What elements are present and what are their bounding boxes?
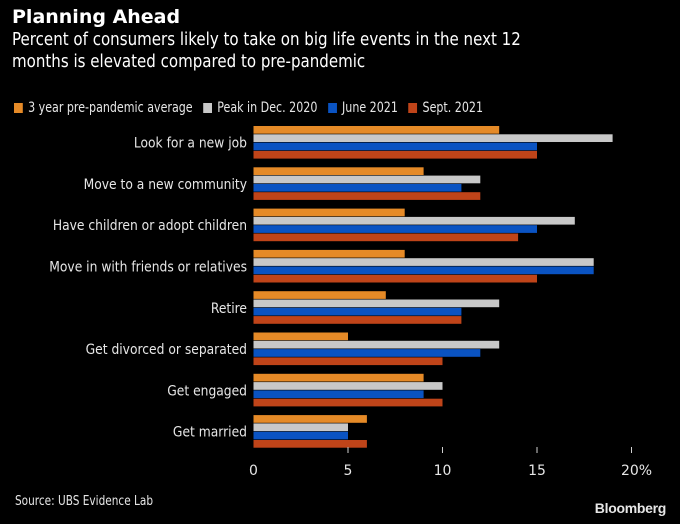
bar-sept-2021 <box>253 398 443 407</box>
legend-label: Sept. 2021 <box>422 100 484 116</box>
bar-3-year-pre-pandemic-average <box>253 167 424 175</box>
category-label: Move to a new community <box>84 177 248 193</box>
bar-group-retire <box>253 291 500 324</box>
bar-group-look-for-a-new-job <box>253 126 613 159</box>
bar-peak-in-dec-2020 <box>253 423 348 432</box>
source-note: Source: UBS Evidence Lab <box>15 494 154 509</box>
legend-item-pre-pandemic: 3 year pre-pandemic average <box>14 100 193 116</box>
bar-3-year-pre-pandemic-average <box>253 291 386 299</box>
bar-group-have-children-or-adopt-children <box>253 208 575 242</box>
legend-label: 3 year pre-pandemic average <box>28 100 193 116</box>
bar-sept-2021 <box>253 316 462 324</box>
bar-3-year-pre-pandemic-average <box>253 249 405 258</box>
bar-sept-2021 <box>253 192 481 200</box>
bar-sept-2021 <box>253 274 537 283</box>
category-label: Move in with friends or relatives <box>49 260 247 276</box>
category-label: Get engaged <box>167 384 247 400</box>
bar-group-get-engaged <box>253 373 443 407</box>
bar-group-move-in-with-friends-or-relatives <box>253 249 594 283</box>
bar-peak-in-dec-2020 <box>253 340 500 349</box>
bar-3-year-pre-pandemic-average <box>253 373 424 382</box>
category-label: Look for a new job <box>134 136 247 152</box>
bar-sept-2021 <box>253 150 537 159</box>
x-tick-label: 5 <box>344 463 353 479</box>
x-tick-label: 15 <box>528 463 546 479</box>
category-label: Get divorced or separated <box>86 342 247 358</box>
bar-june-2021 <box>253 183 462 192</box>
bar-peak-in-dec-2020 <box>253 299 500 308</box>
category-label: Have children or adopt children <box>53 219 247 235</box>
bar-june-2021 <box>253 349 481 357</box>
legend-swatch <box>408 103 418 113</box>
bloomberg-logo: Bloomberg <box>594 500 667 516</box>
subtitle-line-1: Percent of consumers likely to take on b… <box>12 30 521 50</box>
bar-june-2021 <box>253 307 462 316</box>
bar-june-2021 <box>253 266 594 275</box>
bar-peak-in-dec-2020 <box>253 216 575 225</box>
category-label: Retire <box>211 301 247 317</box>
legend-label: June 2021 <box>342 100 398 116</box>
subtitle-line-2: months is elevated compared to pre-pande… <box>12 52 366 72</box>
legend-swatch <box>14 103 23 113</box>
bar-peak-in-dec-2020 <box>253 134 613 142</box>
bar-3-year-pre-pandemic-average <box>253 332 348 341</box>
bar-june-2021 <box>253 390 424 399</box>
legend-swatch <box>203 103 212 113</box>
chart-title: Planning Ahead <box>12 6 181 28</box>
legend-label: Peak in Dec. 2020 <box>217 100 318 116</box>
bar-peak-in-dec-2020 <box>253 382 443 390</box>
x-tick-label: 10 <box>434 463 452 479</box>
bar-june-2021 <box>253 431 348 440</box>
bar-peak-in-dec-2020 <box>253 175 481 184</box>
legend-item-peak-dec-2020: Peak in Dec. 2020 <box>203 100 317 116</box>
category-label: Get married <box>173 425 247 441</box>
bar-group-get-married <box>253 415 367 448</box>
legend: 3 year pre-pandemic average Peak in Dec.… <box>14 100 494 116</box>
chart-subtitle: Percent of consumers likely to take on b… <box>12 29 580 73</box>
x-tick-label: 20% <box>621 463 652 479</box>
bar-june-2021 <box>253 142 537 151</box>
bar-sept-2021 <box>253 440 367 448</box>
bar-group-move-to-a-new-community <box>253 167 481 200</box>
legend-item-june-2021: June 2021 <box>327 100 398 116</box>
bar-3-year-pre-pandemic-average <box>253 208 405 217</box>
x-tick-label: 0 <box>249 463 258 479</box>
legend-item-sept-2021: Sept. 2021 <box>408 100 483 116</box>
bar-3-year-pre-pandemic-average <box>253 415 367 423</box>
bar-june-2021 <box>253 225 537 233</box>
bar-sept-2021 <box>253 233 519 242</box>
bar-3-year-pre-pandemic-average <box>253 126 500 134</box>
bar-group-get-divorced-or-separated <box>253 332 500 366</box>
bar-peak-in-dec-2020 <box>253 258 594 266</box>
bar-sept-2021 <box>253 357 443 366</box>
legend-swatch <box>327 103 337 113</box>
